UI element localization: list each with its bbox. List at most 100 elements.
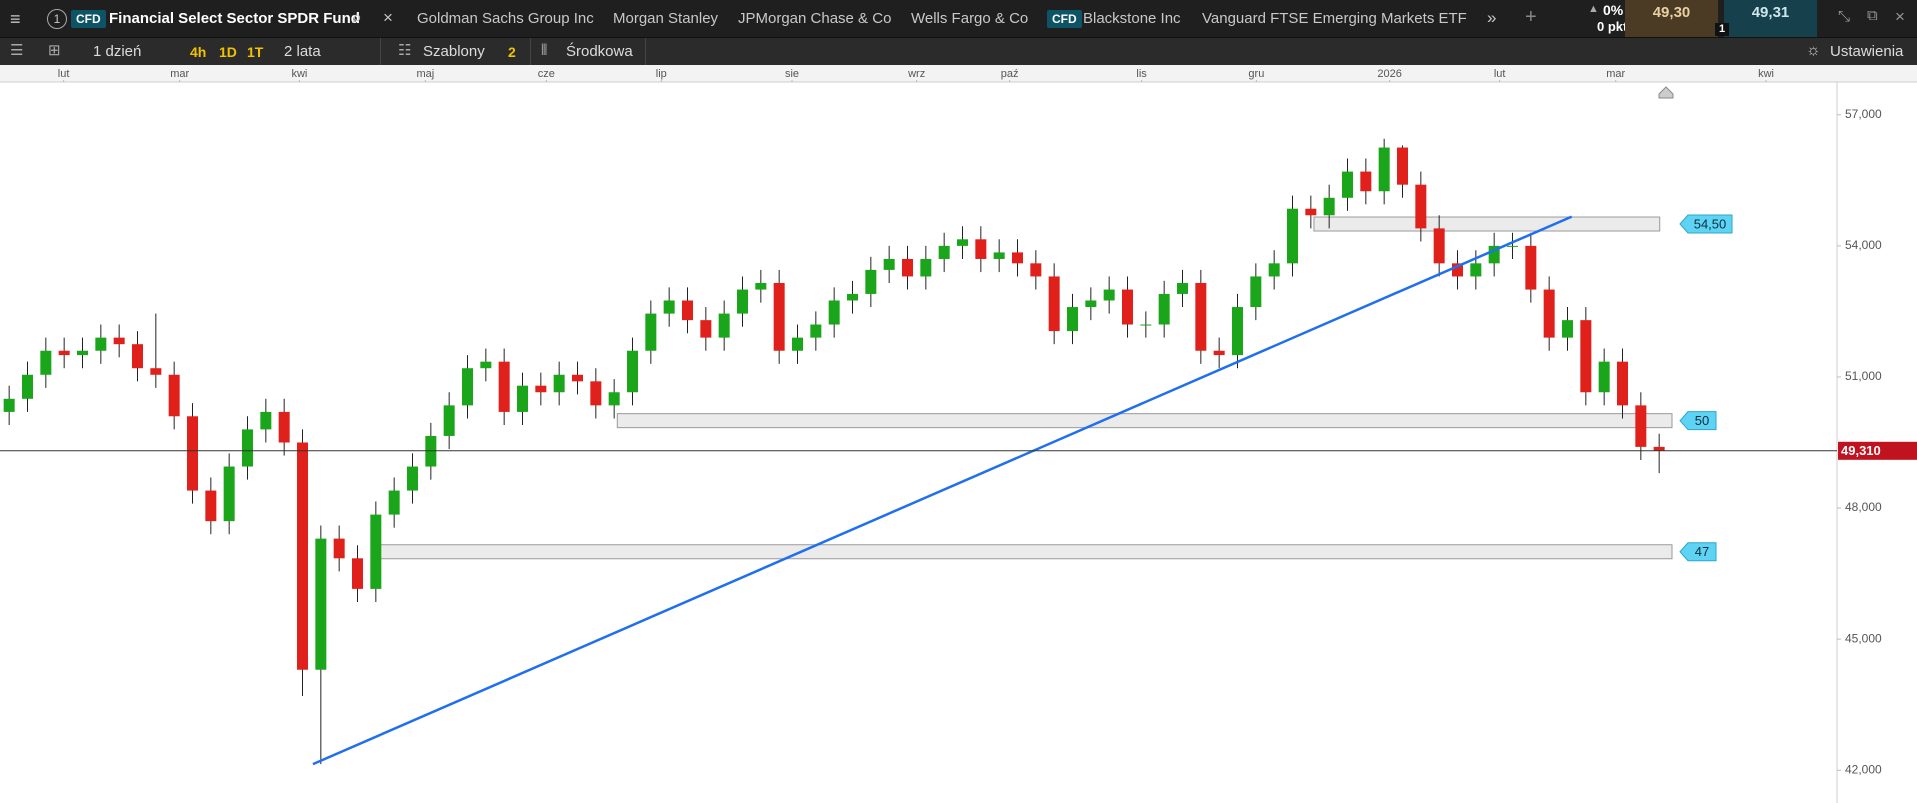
tab[interactable]: Vanguard FTSE Emerging Markets ETF [1202, 10, 1467, 27]
candle-body [1067, 307, 1078, 332]
time-axis-band [0, 65, 1917, 82]
candle-body [1213, 350, 1225, 356]
candle-body [737, 289, 748, 314]
buy-button[interactable]: 49,31 [1724, 0, 1817, 37]
candle-body [1103, 289, 1115, 301]
quantity[interactable]: 1 [1715, 23, 1730, 36]
candle-body [1598, 361, 1610, 393]
candle-body [1030, 263, 1042, 277]
templates[interactable]: Szablony [423, 43, 485, 60]
tab-number[interactable]: 1 [47, 9, 67, 29]
search-icon[interactable]: ⌕ [352, 7, 363, 27]
candle-body [1397, 147, 1408, 185]
add-icon[interactable]: + [1525, 6, 1537, 28]
layout-icon[interactable]: ⊞ [48, 42, 61, 59]
candle-body [58, 350, 70, 356]
tab[interactable]: JPMorgan Chase & Co [738, 10, 892, 27]
candle-body [1488, 245, 1500, 264]
chart: lut mar kwi maj cze lip sie wrz paź lis gru 2026 lut… [0, 65, 1917, 803]
candle-body [1012, 252, 1023, 264]
badge: CFD [1047, 10, 1082, 28]
x-tick-label: kwi [1758, 68, 1774, 80]
candle-body [975, 239, 987, 259]
popout-icon[interactable]: ⧉ [1867, 7, 1878, 24]
sell-button[interactable]: 49,30 [1625, 0, 1718, 37]
close-window-icon[interactable]: × [1895, 7, 1905, 26]
level-label: 50 [1695, 413, 1709, 428]
last-price-tag [1838, 441, 1917, 460]
candle-body [1048, 276, 1060, 332]
range[interactable]: 2 lata [284, 43, 321, 60]
candle-body [1122, 289, 1133, 325]
candle-body [957, 239, 968, 246]
candle-body [297, 442, 308, 670]
candle-icon[interactable]: ⫴ [541, 42, 548, 59]
tab[interactable]: Morgan Stanley [613, 10, 719, 27]
candle-body [517, 385, 528, 412]
candle-body [388, 490, 400, 515]
candle-body [1580, 320, 1592, 393]
candle-body [883, 258, 895, 270]
candle-body [810, 324, 822, 338]
menu-icon[interactable]: ≡ [10, 9, 21, 29]
candle-body [1232, 307, 1243, 356]
level-label: 54,50 [1694, 216, 1727, 231]
candle-body [828, 300, 840, 325]
quick-interval[interactable]: 1D [219, 44, 237, 60]
x-tick-label: kwi [291, 68, 307, 80]
candle-body [553, 374, 565, 393]
more-icon[interactable]: » [1487, 8, 1497, 27]
x-tick-label: sie [785, 68, 799, 80]
settings[interactable]: Ustawienia [1830, 43, 1904, 60]
list-icon[interactable]: ☰ [10, 42, 24, 59]
candle-body [498, 361, 510, 412]
candle-body [608, 392, 620, 406]
tab[interactable]: Goldman Sachs Group Inc [417, 10, 594, 27]
x-tick-label: lut [58, 68, 70, 80]
home-icon[interactable] [1658, 86, 1674, 99]
candle-body [627, 350, 638, 393]
x-tick-label: cze [538, 68, 555, 80]
change: 0% [1603, 2, 1624, 18]
quick-interval[interactable]: 4h [190, 44, 207, 60]
separator [645, 38, 646, 66]
control-bar: ☰ ⊞ 1 dzień 4h 1D 1T 2 lata ☷ Szablony 2… [0, 37, 1917, 66]
tab[interactable]: Blackstone Inc [1083, 10, 1181, 27]
candle-body [1360, 171, 1372, 192]
candle-body [1635, 405, 1647, 447]
close-icon[interactable]: × [383, 8, 393, 27]
candle-body [132, 344, 143, 369]
candle-body [1305, 208, 1317, 216]
level-label: 47 [1695, 544, 1709, 559]
candle-body [938, 245, 950, 259]
candle-body [865, 269, 877, 294]
separator [380, 38, 381, 66]
level-tag [1679, 411, 1717, 431]
candle-body [168, 374, 180, 417]
candle-body [1287, 208, 1298, 264]
x-tick-label: gru [1248, 68, 1264, 80]
y-tick-label: 54,000 [1845, 238, 1882, 252]
candle-body [77, 350, 88, 356]
candle-body [333, 538, 345, 559]
x-tick-label: wrz [907, 68, 925, 80]
shrink-icon[interactable]: ⤡ [1838, 8, 1851, 25]
quick-interval[interactable]: 1T [247, 44, 264, 60]
candle-body [150, 368, 162, 375]
settings-icon[interactable]: ☼ [1806, 42, 1821, 59]
candle-body [352, 558, 363, 589]
candle-body [260, 411, 272, 430]
templates-icon[interactable]: ☷ [398, 42, 412, 59]
interval[interactable]: 1 dzień [93, 43, 142, 60]
x-tick-label: lis [1136, 68, 1147, 80]
candle-body [40, 350, 52, 375]
candle-body [407, 466, 418, 491]
candle-body [590, 381, 602, 406]
candle-body [22, 374, 33, 399]
instrument[interactable]: Financial Select Sector SPDR Fund [109, 10, 360, 27]
tab[interactable]: Wells Fargo & Co [911, 10, 1029, 27]
price-type[interactable]: Środkowa [566, 43, 633, 60]
x-tick-label: lut [1494, 68, 1506, 80]
candle-body [1415, 184, 1427, 229]
